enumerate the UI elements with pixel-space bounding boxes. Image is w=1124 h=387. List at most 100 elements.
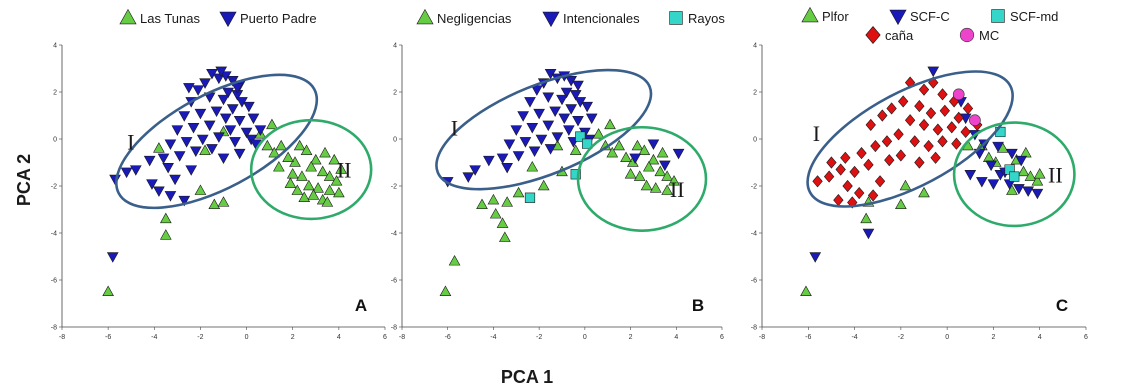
data-point	[904, 114, 916, 127]
x-tick-label: -2	[197, 334, 203, 341]
data-point	[187, 123, 200, 134]
data-point	[560, 87, 573, 99]
data-point	[439, 285, 452, 296]
x-tick-label: 4	[337, 334, 341, 341]
data-point	[565, 104, 577, 115]
data-point	[208, 198, 221, 210]
data-point	[672, 148, 685, 160]
y-tick-label: -2	[751, 184, 757, 191]
group-ellipse-ii	[952, 121, 1076, 228]
data-point	[649, 182, 662, 193]
data-point	[512, 186, 525, 198]
data-point	[932, 123, 944, 136]
data-point	[194, 184, 207, 195]
data-point	[273, 160, 285, 172]
series-las-tunas	[102, 118, 347, 296]
data-point	[296, 170, 308, 181]
data-point	[312, 182, 324, 193]
data-point	[918, 118, 930, 131]
data-point	[535, 134, 548, 146]
data-point	[282, 151, 294, 163]
data-point	[159, 229, 172, 240]
data-point	[226, 104, 239, 115]
data-point	[549, 106, 561, 118]
data-point	[551, 132, 564, 143]
data-point	[987, 179, 1000, 190]
data-point	[199, 144, 211, 155]
y-tick-label: -4	[51, 231, 57, 238]
x-tick-label: -6	[805, 334, 811, 341]
y-tick-label: 4	[753, 43, 757, 50]
data-point	[826, 156, 837, 169]
data-point	[194, 108, 207, 120]
data-point	[215, 66, 228, 78]
panel-label: A	[355, 296, 367, 315]
data-point	[213, 132, 225, 143]
data-point	[178, 111, 191, 122]
group-label-ii: II	[337, 158, 352, 183]
data-point	[487, 193, 500, 205]
data-point	[323, 184, 336, 195]
data-point	[199, 78, 211, 89]
data-point	[812, 175, 823, 188]
group-label-i: I	[813, 121, 820, 146]
legend-marker	[865, 26, 881, 44]
data-point	[120, 167, 133, 179]
data-point	[129, 165, 142, 176]
legend-marker	[889, 9, 907, 26]
x-tick-label: 6	[720, 334, 724, 341]
legend: Las Tunas Puerto Padre	[119, 8, 317, 28]
data-point	[254, 125, 267, 136]
data-point	[169, 174, 181, 186]
data-point	[309, 153, 322, 165]
data-point	[563, 125, 575, 136]
data-point	[592, 128, 605, 139]
data-point	[512, 151, 525, 162]
data-point	[604, 118, 616, 130]
legend-label: Negligencias	[437, 11, 512, 26]
data-point	[654, 165, 667, 177]
data-point	[895, 149, 907, 162]
series-mc	[952, 88, 981, 127]
data-point	[517, 111, 529, 122]
data-point	[1006, 184, 1018, 195]
y-tick-label: -8	[51, 325, 57, 332]
data-point	[982, 151, 995, 163]
y-tick-label: -4	[391, 231, 397, 238]
data-point	[524, 97, 536, 108]
x-tick-label: 0	[245, 334, 249, 341]
y-tick-label: 0	[393, 137, 397, 144]
data-point	[462, 172, 475, 183]
y-tick-label: -2	[391, 184, 397, 191]
data-point	[102, 285, 114, 296]
y-tick-label: 2	[53, 90, 57, 97]
group-label-i: I	[451, 116, 458, 141]
data-point	[159, 212, 172, 224]
data-point	[881, 135, 893, 148]
data-point	[1015, 155, 1028, 167]
data-point	[800, 285, 812, 296]
data-point	[1017, 165, 1030, 177]
data-point	[953, 111, 964, 124]
x-tick-label: -2	[536, 334, 542, 341]
data-point	[217, 153, 230, 165]
data-point	[835, 163, 846, 176]
data-point	[849, 165, 860, 178]
x-tick-label: -6	[105, 334, 111, 341]
data-point	[930, 151, 941, 164]
data-point	[321, 196, 334, 207]
data-point	[572, 80, 584, 92]
data-point	[870, 139, 881, 153]
y-tick-label: 0	[53, 137, 57, 144]
legend-marker	[991, 9, 1005, 23]
group-label-ii: II	[1048, 162, 1063, 187]
data-point	[291, 184, 304, 195]
data-point	[860, 212, 872, 224]
data-point	[659, 160, 671, 172]
data-point	[146, 179, 158, 190]
data-point	[217, 196, 230, 207]
data-point	[951, 137, 962, 150]
data-point	[229, 137, 241, 148]
